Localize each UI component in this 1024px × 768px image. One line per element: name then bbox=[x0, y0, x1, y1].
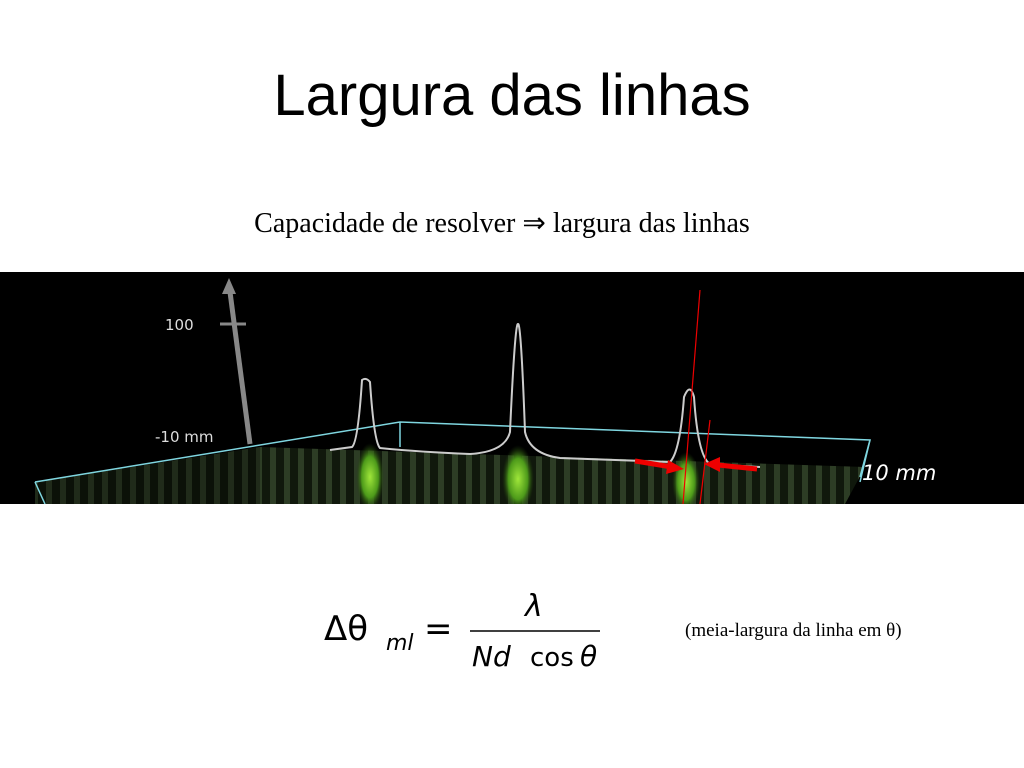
axis-arrowhead bbox=[222, 278, 236, 294]
red-arrowhead bbox=[704, 457, 720, 472]
diffraction-figure: 100 -10 mm 10 mm bbox=[0, 272, 1024, 504]
formula-denominator: Nd bbox=[472, 640, 511, 673]
red-arrow bbox=[717, 462, 758, 472]
bright-fringe bbox=[502, 445, 534, 504]
fringe-floor-left bbox=[35, 447, 260, 504]
slide-subtitle: Capacidade de resolver ⇒ largura das lin… bbox=[254, 208, 750, 239]
axis-label: 100 bbox=[165, 316, 194, 334]
formula-lhs: Δθ bbox=[324, 609, 368, 649]
intensity-curve bbox=[329, 322, 761, 468]
axis-label: -10 mm bbox=[155, 428, 214, 446]
box-edge bbox=[34, 481, 46, 504]
box-edge bbox=[859, 439, 871, 483]
formula-subscript: ml bbox=[386, 631, 414, 656]
bright-fringe bbox=[356, 443, 384, 504]
formula-note: (meia-largura da linha em θ) bbox=[685, 620, 902, 641]
formula: Δθ ml = λ Nd cos θ bbox=[324, 589, 600, 673]
red-arrowhead bbox=[666, 460, 684, 474]
fringe-floor bbox=[260, 447, 865, 504]
red-arrow bbox=[634, 458, 673, 470]
bright-fringe bbox=[672, 452, 700, 504]
formula-numerator: λ bbox=[523, 589, 543, 624]
formula-denominator: θ bbox=[580, 640, 597, 673]
axis-label: 10 mm bbox=[862, 461, 936, 485]
red-marker-line bbox=[682, 289, 701, 504]
red-marker-line bbox=[699, 419, 711, 504]
slide-title: Largura das linhas bbox=[273, 63, 751, 128]
formula-denominator: cos bbox=[530, 643, 574, 673]
vertical-axis bbox=[227, 291, 253, 445]
formula-equals: = bbox=[424, 609, 453, 649]
